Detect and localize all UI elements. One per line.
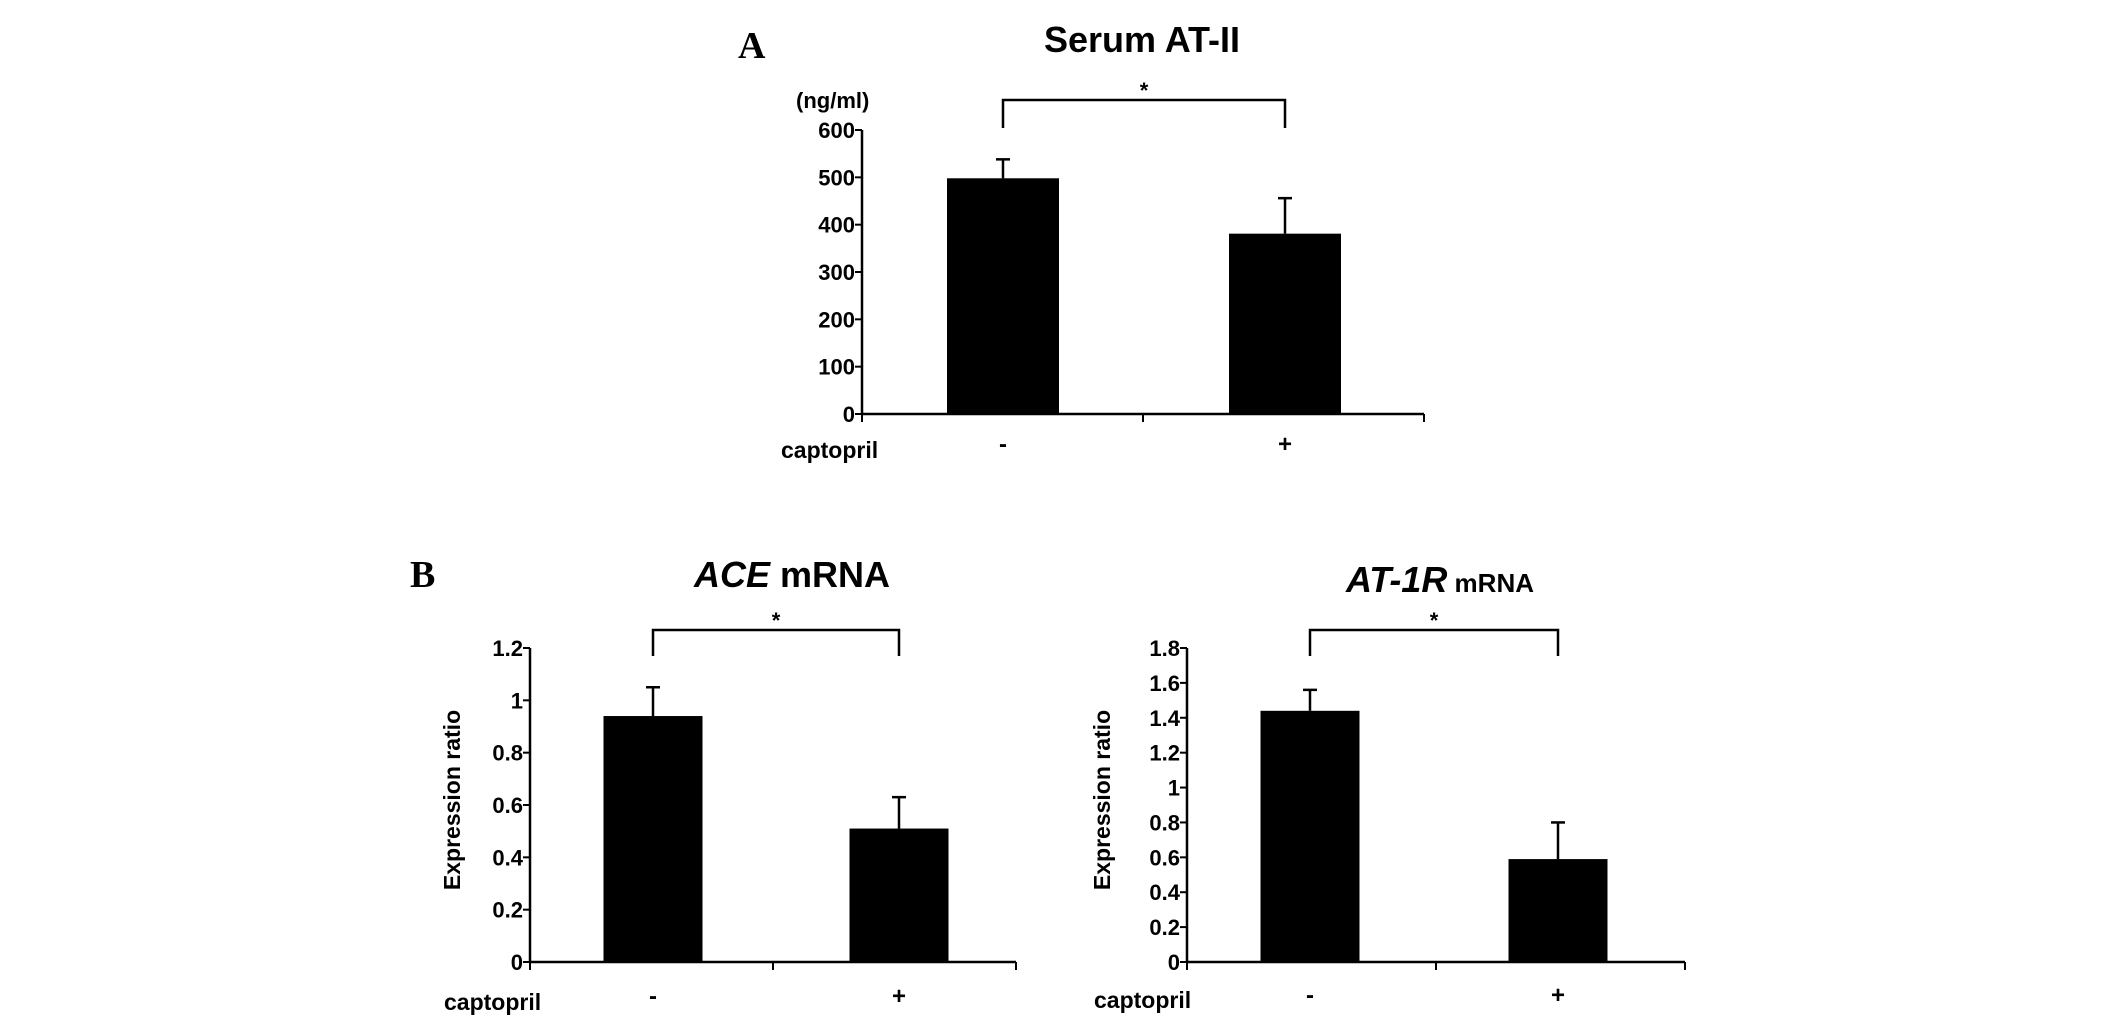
chart-c-bar xyxy=(1508,859,1608,962)
chart-b-y-tick-label: 1.2 xyxy=(492,636,523,661)
chart-a-y-tick-label: 300 xyxy=(818,260,855,285)
chart-b-category-label: + xyxy=(892,983,906,1010)
chart-c-title-gene: AT-1R xyxy=(1345,559,1447,600)
chart-b-y-tick-label: 0 xyxy=(511,950,523,975)
chart-b-title-gene: ACE xyxy=(693,554,771,595)
chart-b-title-rest: mRNA xyxy=(770,554,890,595)
chart-c-y-tick-label: 0.4 xyxy=(1149,880,1180,905)
chart-b-ylabel: Expression ratio xyxy=(439,710,465,890)
chart-a-category-label: + xyxy=(1278,431,1292,458)
chart-a-y-tick-label: 200 xyxy=(818,307,855,332)
chart-c-category-label: - xyxy=(1306,982,1314,1009)
chart-c-y-tick-label: 1.6 xyxy=(1149,671,1180,696)
chart-a-y-tick-label: 400 xyxy=(818,213,855,238)
chart-c-bar xyxy=(1260,710,1360,962)
chart-b-bar xyxy=(849,828,949,962)
chart-c-title-rest: mRNA xyxy=(1447,568,1534,598)
chart-a-plot: 0 100 200 300 400 500 600 - + * xyxy=(818,78,1425,458)
chart-a-y-tick-label: 100 xyxy=(818,355,855,380)
chart-a-unit: (ng/ml) xyxy=(796,88,869,113)
chart-b-title: ACE mRNA xyxy=(693,554,890,595)
chart-c-plot: 0 0.2 0.4 0.6 0.8 1 1.2 1.4 1.6 1.8 - + * xyxy=(1149,608,1686,1009)
chart-c-y-tick-label: 1 xyxy=(1168,776,1180,801)
chart-c-y-tick-label: 1.2 xyxy=(1149,741,1180,766)
chart-a-y-tick-label: 0 xyxy=(843,402,855,427)
chart-a-xlabel: captopril xyxy=(781,437,878,463)
chart-c-category-label: + xyxy=(1551,982,1565,1009)
chart-c-y-tick-label: 1.4 xyxy=(1149,706,1180,731)
chart-c-y-tick-label: 0.2 xyxy=(1149,915,1180,940)
chart-b-significance-star: * xyxy=(772,608,781,633)
chart-c-xlabel: captopril xyxy=(1094,987,1191,1013)
chart-a-significance-star: * xyxy=(1140,78,1149,103)
chart-b-category-label: - xyxy=(649,983,657,1010)
chart-a-category-label: - xyxy=(999,431,1007,458)
chart-c-significance-bracket xyxy=(1308,628,1560,656)
chart-c-y-tick-label: 1.8 xyxy=(1149,636,1180,661)
chart-b-plot: 0 0.2 0.4 0.6 0.8 1 1.2 - + * xyxy=(492,608,1017,1010)
chart-c-y-tick-label: 0.8 xyxy=(1149,810,1180,835)
chart-a-y-tick-label: 500 xyxy=(818,165,855,190)
chart-c-y-tick-label: 0 xyxy=(1168,950,1180,975)
chart-c-y-tick-label: 0.6 xyxy=(1149,845,1180,870)
chart-a-y-tick-label: 600 xyxy=(818,118,855,143)
chart-b-y-tick-label: 0.8 xyxy=(492,741,523,766)
chart-b-significance-bracket xyxy=(651,628,901,656)
chart-b-y-tick-label: 0.6 xyxy=(492,793,523,818)
chart-c-significance-star: * xyxy=(1430,608,1439,633)
chart-a-significance-bracket xyxy=(1001,98,1287,128)
chart-b-y-tick-label: 1 xyxy=(511,688,523,713)
chart-c-title: AT-1R mRNA xyxy=(1345,559,1534,600)
panel-b-letter: B xyxy=(410,554,435,596)
chart-c-ylabel: Expression ratio xyxy=(1089,710,1115,890)
chart-b-y-tick-label: 0.4 xyxy=(492,845,523,870)
chart-a-bar xyxy=(1229,233,1341,414)
chart-b-xlabel: captopril xyxy=(444,989,541,1015)
chart-b-bar xyxy=(603,716,703,962)
chart-b-y-tick-label: 0.2 xyxy=(492,898,523,923)
chart-a-title: Serum AT-II xyxy=(1044,19,1240,60)
chart-a-bar xyxy=(947,178,1059,414)
panel-a-letter: A xyxy=(738,25,766,67)
